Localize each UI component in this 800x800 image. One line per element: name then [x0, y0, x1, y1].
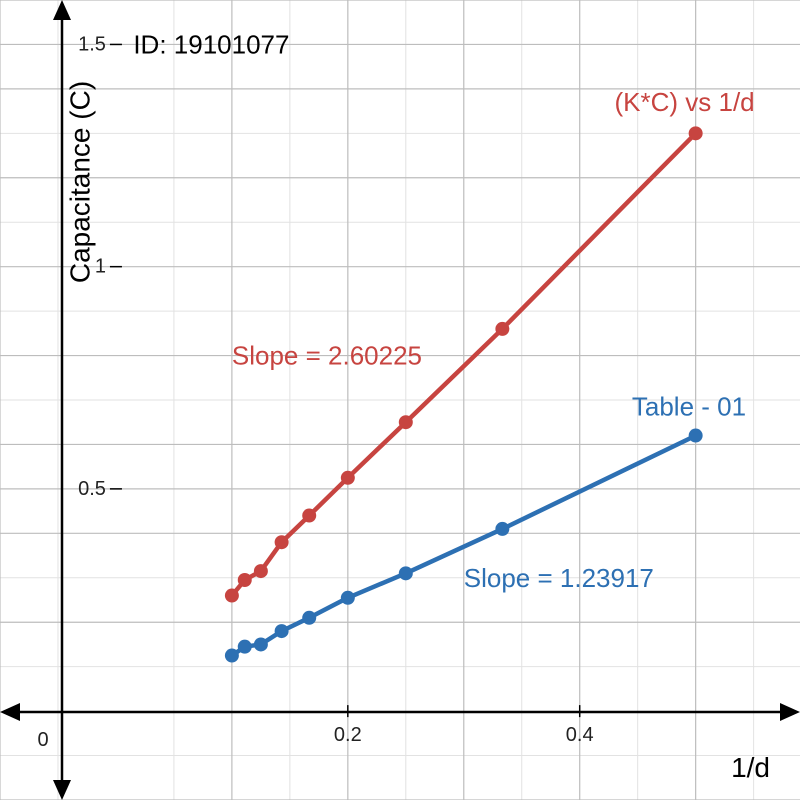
chart-annotation: Slope = 2.60225: [232, 341, 422, 371]
chart-annotation: Slope = 1.23917: [464, 563, 654, 593]
series-1: [224, 126, 703, 603]
data-point[interactable]: [274, 535, 289, 550]
chart-annotation: ID: 19101077: [133, 29, 289, 59]
tick-labels: 0.2 0.4 0.5 1 1.5: [78, 33, 593, 746]
data-point[interactable]: [224, 648, 239, 663]
data-point[interactable]: [688, 126, 703, 141]
annotation-layer: ID: 19101077 (K*C) vs 1/d Slope = 2.60225 T…: [133, 29, 754, 592]
data-point[interactable]: [302, 610, 317, 625]
x-axis-arrow-right: [780, 703, 800, 721]
data-point[interactable]: [302, 508, 317, 523]
y-tick-label: 0.5: [78, 478, 106, 500]
x-tick-label: 0.2: [334, 724, 362, 746]
data-point[interactable]: [237, 639, 252, 654]
chart-annotation: Table - 01: [632, 392, 746, 422]
data-point[interactable]: [495, 321, 510, 336]
y-tick-label: 1.5: [78, 33, 106, 55]
y-axis-title: Capacitance (C): [65, 81, 96, 283]
data-point[interactable]: [688, 428, 703, 443]
y-axis-arrow-bottom: [53, 780, 71, 800]
data-point[interactable]: [224, 588, 239, 603]
x-axis-arrow-left: [0, 703, 20, 721]
series-layer: [224, 126, 703, 663]
data-point[interactable]: [274, 624, 289, 639]
data-point[interactable]: [253, 637, 268, 652]
data-point[interactable]: [398, 415, 413, 430]
data-point[interactable]: [237, 573, 252, 587]
data-point[interactable]: [340, 470, 355, 485]
x-axis-title: 1/d: [731, 752, 770, 783]
y-axis-arrow-top: [53, 0, 71, 20]
data-point[interactable]: [253, 564, 268, 579]
origin-label: 0: [37, 729, 48, 751]
data-point[interactable]: [340, 590, 355, 605]
chart-annotation: (K*C) vs 1/d: [614, 87, 754, 117]
x-tick-label: 0.4: [566, 724, 594, 746]
data-point[interactable]: [495, 521, 510, 536]
y-tick-label: 1: [95, 256, 106, 278]
data-point[interactable]: [398, 566, 413, 581]
series-2: [224, 428, 703, 663]
